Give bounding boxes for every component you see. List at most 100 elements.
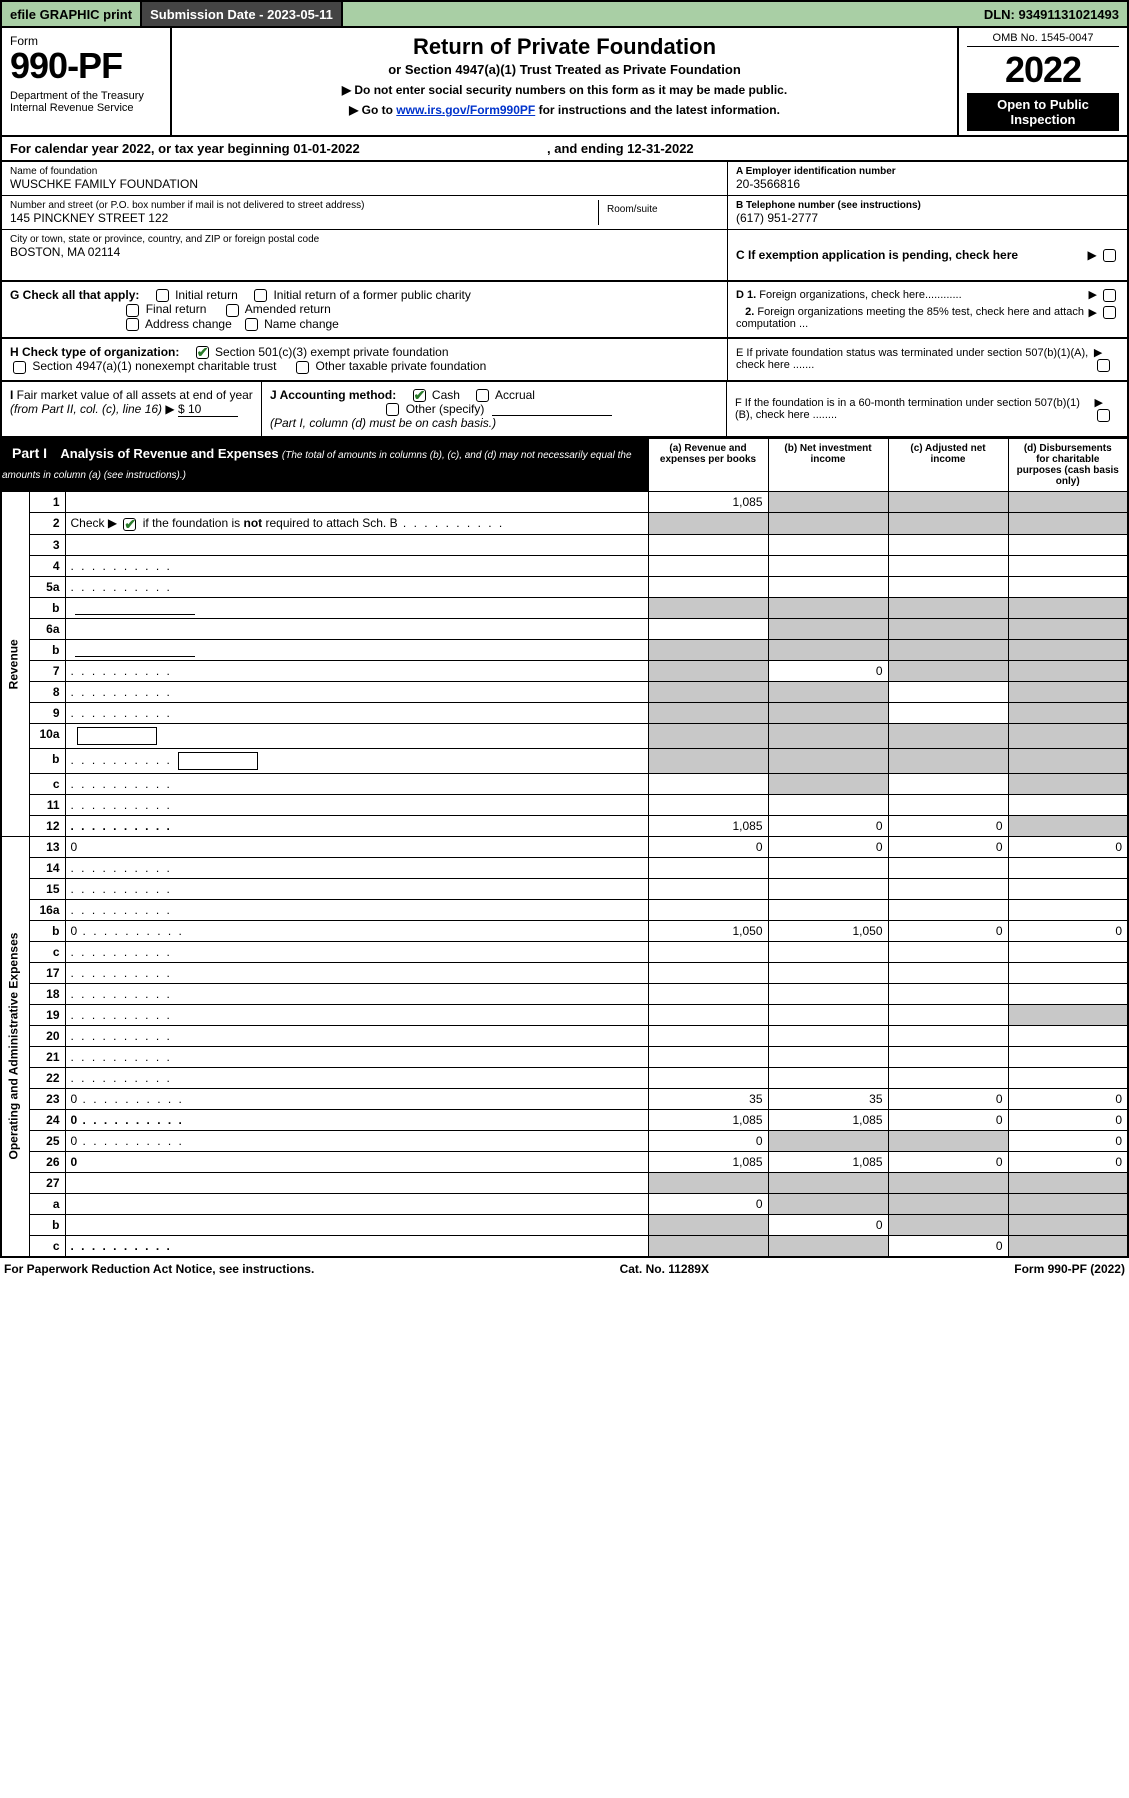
g-name-change[interactable] [245, 318, 258, 331]
cell-c [888, 681, 1008, 702]
row-desc [65, 1172, 648, 1193]
cell-b [768, 534, 888, 555]
cell-c [888, 555, 1008, 576]
cell-a [648, 794, 768, 815]
row-desc: 0 [65, 1151, 648, 1172]
row-num: 10a [29, 723, 65, 748]
j-cash-label: Cash [432, 388, 460, 402]
row-desc: 0 [65, 836, 648, 857]
row-desc [65, 555, 648, 576]
row-desc: 0 [65, 1130, 648, 1151]
row-desc [65, 773, 648, 794]
cell-b [768, 878, 888, 899]
c-checkbox[interactable] [1103, 249, 1116, 262]
cell-a [648, 1067, 768, 1088]
name-label: Name of foundation [10, 166, 719, 177]
row-num: 13 [29, 836, 65, 857]
col-a-head: (a) Revenue and expenses per books [648, 439, 768, 492]
g-initial-former[interactable] [254, 289, 267, 302]
cell-b [768, 555, 888, 576]
g-initial-return[interactable] [156, 289, 169, 302]
d1-arrow: ▶ [1088, 288, 1119, 302]
footer-mid: Cat. No. 11289X [620, 1262, 709, 1276]
cell-d: 0 [1008, 1109, 1128, 1130]
table-row: 70 [1, 660, 1128, 681]
cell-d [1008, 857, 1128, 878]
g-opt-5: Name change [264, 317, 339, 331]
row-num: 18 [29, 983, 65, 1004]
submission-date: Submission Date - 2023-05-11 [142, 2, 343, 26]
h-opt-2: Section 4947(a)(1) nonexempt charitable … [32, 359, 276, 373]
e-section: E If private foundation status was termi… [727, 339, 1127, 380]
d2-checkbox[interactable] [1103, 306, 1116, 319]
j-accrual[interactable] [476, 389, 489, 402]
f-checkbox[interactable] [1097, 409, 1110, 422]
cell-b: 35 [768, 1088, 888, 1109]
row-num: 23 [29, 1088, 65, 1109]
h-501c3[interactable] [196, 346, 209, 359]
foundation-name: WUSCHKE FAMILY FOUNDATION [10, 177, 719, 191]
row-desc: 0 [65, 920, 648, 941]
cell-d [1008, 1193, 1128, 1214]
row-desc [65, 597, 648, 618]
j-cash[interactable] [413, 389, 426, 402]
cell-d [1008, 723, 1128, 748]
cal-end: 12-31-2022 [627, 141, 694, 156]
table-row: 27 [1, 1172, 1128, 1193]
e-checkbox[interactable] [1097, 359, 1110, 372]
row-desc [65, 1046, 648, 1067]
row-desc [65, 1004, 648, 1025]
g-amended[interactable] [226, 304, 239, 317]
cell-d [1008, 1235, 1128, 1257]
c-label: C If exemption application is pending, c… [736, 248, 1018, 262]
row-desc [65, 1235, 648, 1257]
schb-checkbox[interactable] [123, 518, 136, 531]
cell-c [888, 941, 1008, 962]
g-final-return[interactable] [126, 304, 139, 317]
row-desc [65, 681, 648, 702]
cell-d [1008, 1025, 1128, 1046]
cal-begin: 01-01-2022 [293, 141, 360, 156]
cell-d: 0 [1008, 1130, 1128, 1151]
row-num: b [29, 597, 65, 618]
table-row: Revenue11,085 [1, 492, 1128, 513]
table-row: b [1, 597, 1128, 618]
g-address-change[interactable] [126, 318, 139, 331]
cell-c [888, 597, 1008, 618]
check-row-g: G Check all that apply: Initial return I… [0, 282, 1129, 339]
ein-cell: A Employer identification number 20-3566… [728, 162, 1127, 196]
row-desc [65, 618, 648, 639]
table-row: 4 [1, 555, 1128, 576]
table-row: 14 [1, 857, 1128, 878]
cell-b [768, 1130, 888, 1151]
info-left: Name of foundation WUSCHKE FAMILY FOUNDA… [2, 162, 727, 280]
cell-a [648, 576, 768, 597]
row-num: b [29, 639, 65, 660]
j-label: J Accounting method: [270, 388, 396, 402]
d1-checkbox[interactable] [1103, 289, 1116, 302]
phone-label: B Telephone number (see instructions) [736, 200, 1119, 211]
table-row: c [1, 941, 1128, 962]
cell-c [888, 748, 1008, 773]
row-num: 21 [29, 1046, 65, 1067]
cell-c: 0 [888, 1088, 1008, 1109]
ein-value: 20-3566816 [736, 177, 1119, 191]
cal-mid: , and ending [547, 141, 627, 156]
info-block: Name of foundation WUSCHKE FAMILY FOUNDA… [0, 162, 1129, 282]
row-desc [65, 639, 648, 660]
cell-b [768, 1067, 888, 1088]
table-row: 22 [1, 1067, 1128, 1088]
h-4947[interactable] [13, 361, 26, 374]
form-header: Form 990-PF Department of the TreasuryIn… [0, 28, 1129, 137]
irs-link[interactable]: www.irs.gov/Form990PF [396, 103, 535, 117]
phone-value: (617) 951-2777 [736, 211, 1119, 225]
table-row: 9 [1, 702, 1128, 723]
cell-b [768, 1004, 888, 1025]
cell-d [1008, 534, 1128, 555]
h-other[interactable] [296, 361, 309, 374]
efile-label[interactable]: efile GRAPHIC print [2, 2, 142, 26]
j-other[interactable] [386, 403, 399, 416]
cell-a [648, 1214, 768, 1235]
cell-b [768, 576, 888, 597]
col-b-head: (b) Net investment income [768, 439, 888, 492]
